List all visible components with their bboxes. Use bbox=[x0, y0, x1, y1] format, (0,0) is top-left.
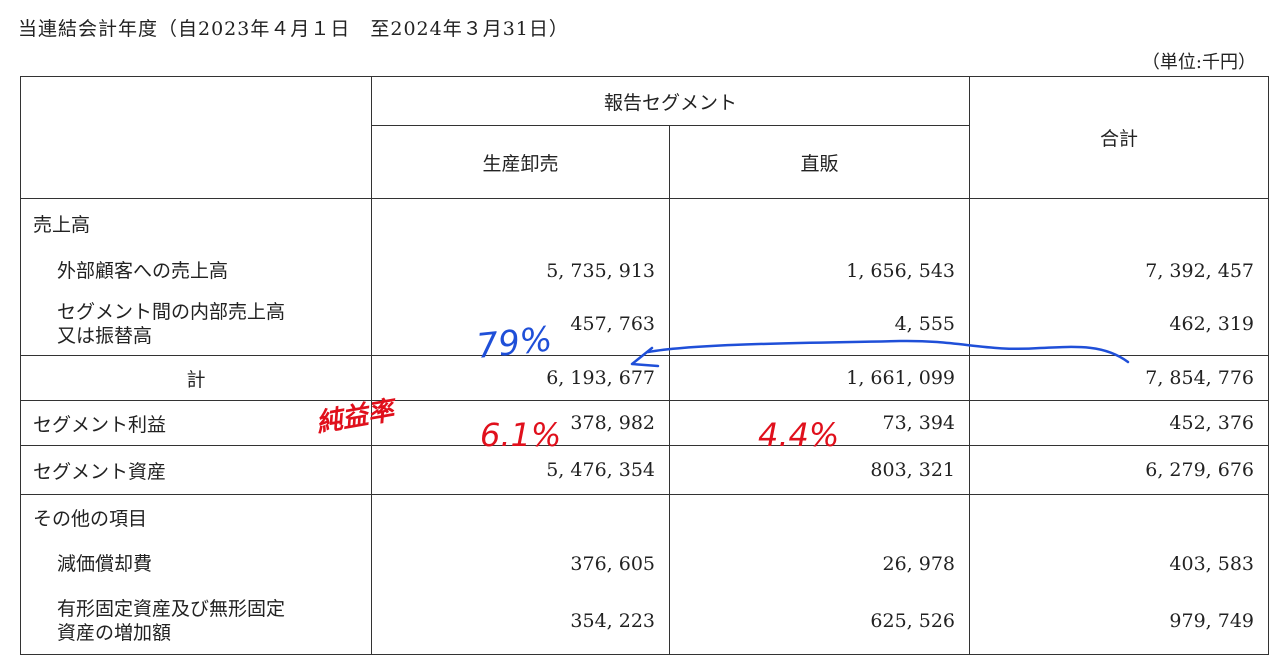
row-label-segment-profit: セグメント利益 bbox=[20, 400, 372, 446]
value-cell: 979, 749 bbox=[969, 588, 1270, 655]
label-line: 資産の増加額 bbox=[57, 622, 172, 644]
header-blank-cell bbox=[20, 76, 372, 199]
segment-header-direct: 直販 bbox=[668, 125, 971, 199]
value-cell: 7, 854, 776 bbox=[969, 355, 1270, 401]
value-cell: 73, 394 bbox=[668, 400, 971, 446]
value-cell: 376, 605 bbox=[371, 540, 670, 588]
value-cell: 6, 193, 677 bbox=[371, 355, 670, 401]
row-label-total: 計 bbox=[20, 355, 372, 401]
table-row: 計 6, 193, 677 1, 661, 099 7, 854, 776 bbox=[20, 355, 1270, 401]
value-cell: 354, 223 bbox=[371, 588, 670, 655]
row-label-capex: 有形固定資産及び無形固定 資産の増加額 bbox=[20, 588, 372, 655]
value-cell: 457, 763 bbox=[371, 293, 670, 356]
row-label-intersegment: セグメント間の内部売上高 又は振替高 bbox=[20, 293, 372, 356]
row-label-sales: 売上高 bbox=[20, 198, 372, 248]
value-cell: 403, 583 bbox=[969, 540, 1270, 588]
row-label-other-items: その他の項目 bbox=[20, 494, 372, 540]
value-cell: 4, 555 bbox=[668, 293, 971, 356]
label-line: 又は振替高 bbox=[57, 325, 153, 347]
segment-table: 報告セグメント 合計 生産卸売 直販 売上高 外部顧客への売上高 5, 735,… bbox=[20, 76, 1270, 655]
table-row: その他の項目 bbox=[20, 494, 1270, 540]
value-cell: 462, 319 bbox=[969, 293, 1270, 356]
table-row: セグメント間の内部売上高 又は振替高 457, 763 4, 555 462, … bbox=[20, 293, 1270, 356]
label-line: 有形固定資産及び無形固定 bbox=[57, 598, 286, 620]
table-row: 有形固定資産及び無形固定 資産の増加額 354, 223 625, 526 97… bbox=[20, 588, 1270, 655]
value-cell: 26, 978 bbox=[668, 540, 971, 588]
value-cell: 5, 735, 913 bbox=[371, 248, 670, 293]
row-label-segment-assets: セグメント資産 bbox=[20, 445, 372, 495]
value-cell: 452, 376 bbox=[969, 400, 1270, 446]
table-row: 売上高 bbox=[20, 198, 1270, 248]
row-label-external-sales: 外部顧客への売上高 bbox=[20, 248, 372, 293]
reportable-segments-header: 報告セグメント bbox=[370, 76, 971, 126]
period-heading: 当連結会計年度（自2023年４月１日 至2024年３月31日） bbox=[18, 18, 569, 40]
value-cell: 6, 279, 676 bbox=[969, 445, 1270, 495]
value-cell: 5, 476, 354 bbox=[371, 445, 670, 495]
unit-label: （単位:千円） bbox=[1141, 52, 1256, 73]
label-line: セグメント間の内部売上高 bbox=[57, 301, 286, 323]
value-cell: 7, 392, 457 bbox=[969, 248, 1270, 293]
row-label-depreciation: 減価償却費 bbox=[20, 540, 372, 588]
segment-header-wholesale: 生産卸売 bbox=[371, 125, 670, 199]
value-cell: 1, 656, 543 bbox=[668, 248, 971, 293]
value-cell: 1, 661, 099 bbox=[668, 355, 971, 401]
table-row: セグメント利益 378, 982 73, 394 452, 376 bbox=[20, 400, 1270, 446]
value-cell: 625, 526 bbox=[668, 588, 971, 655]
table-row: 減価償却費 376, 605 26, 978 403, 583 bbox=[20, 540, 1270, 588]
value-cell: 378, 982 bbox=[371, 400, 670, 446]
total-column-header: 合計 bbox=[969, 76, 1270, 199]
table-row: セグメント資産 5, 476, 354 803, 321 6, 279, 676 bbox=[20, 445, 1270, 495]
table-row: 外部顧客への売上高 5, 735, 913 1, 656, 543 7, 392… bbox=[20, 248, 1270, 293]
value-cell: 803, 321 bbox=[668, 445, 971, 495]
